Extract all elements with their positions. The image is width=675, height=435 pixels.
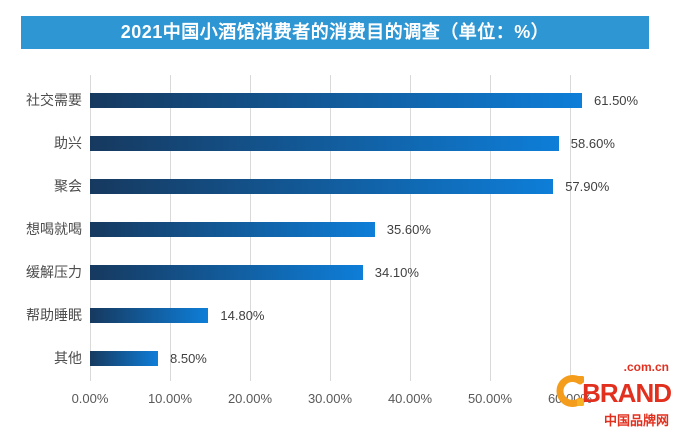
category-label: 聚会 <box>54 178 82 194</box>
bar <box>90 308 209 323</box>
chart-title: 2021中国小酒馆消费者的消费目的调查（单位：%） <box>21 16 649 49</box>
watermark-logo-row: BRAND <box>539 374 672 412</box>
x-tick-label: 10.00% <box>147 391 193 406</box>
bar-value-label: 35.60% <box>386 222 431 237</box>
x-tick-label: 40.00% <box>387 391 433 406</box>
bar-value-label: 34.10% <box>374 265 419 280</box>
gridline <box>490 75 491 381</box>
x-tick-label: 50.00% <box>467 391 513 406</box>
x-tick-label: 30.00% <box>307 391 353 406</box>
brand-c-icon <box>556 374 586 412</box>
watermark-brand-text: BRAND <box>582 378 672 408</box>
category-label: 想喝就喝 <box>26 221 82 237</box>
bar <box>90 179 554 194</box>
gridline <box>570 75 571 381</box>
bar <box>90 222 375 237</box>
site-watermark: .com.cn BRAND 中国品牌网 <box>539 360 672 428</box>
category-label: 帮助睡眠 <box>26 307 82 323</box>
watermark-site-name: 中国品牌网 <box>603 413 669 428</box>
bar <box>90 351 158 366</box>
bar-chart: 社交需要 61.50% 助兴 58.60% 聚会 57.90% 想喝就喝 35.60% 缓解压力… <box>0 75 675 420</box>
gridline <box>410 75 411 381</box>
watermark-domain: .com.cn <box>623 360 669 374</box>
x-tick-label: 20.00% <box>227 391 273 406</box>
category-label: 社交需要 <box>26 92 82 108</box>
category-label: 缓解压力 <box>26 264 82 280</box>
x-tick-label: 0.00% <box>71 391 109 406</box>
bar-value-label: 57.90% <box>565 179 610 194</box>
category-label: 助兴 <box>54 135 82 151</box>
bar <box>90 93 582 108</box>
bar-value-label: 61.50% <box>594 93 639 108</box>
bar-value-label: 8.50% <box>170 351 207 366</box>
category-label: 其他 <box>54 350 82 366</box>
bar <box>90 265 363 280</box>
bar-value-label: 58.60% <box>570 136 615 151</box>
bar <box>90 136 559 151</box>
bar-value-label: 14.80% <box>220 308 265 323</box>
